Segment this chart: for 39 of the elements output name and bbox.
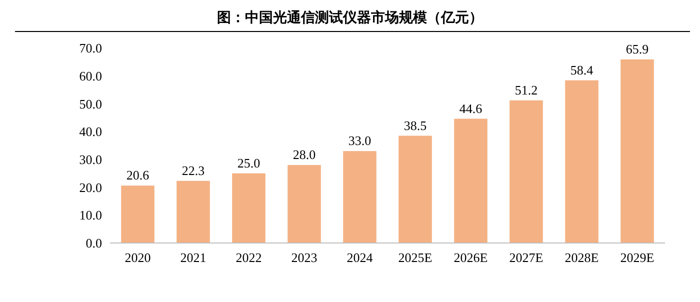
- x-tick-label: 2027E: [509, 250, 544, 265]
- data-label: 38.5: [404, 118, 427, 133]
- data-label: 25.0: [237, 155, 260, 170]
- data-label: 44.6: [459, 100, 483, 116]
- bar: [343, 151, 376, 243]
- y-tick-label: 40.0: [79, 124, 102, 140]
- x-tick-label: 2020: [124, 250, 151, 265]
- x-tick-label: 2021: [180, 250, 206, 265]
- bar: [121, 186, 154, 243]
- y-tick-label: 10.0: [79, 208, 102, 223]
- data-label: 33.0: [348, 133, 372, 148]
- y-tick-label: 0.0: [86, 236, 102, 251]
- data-label: 28.0: [292, 147, 316, 162]
- x-tick-label: 2022: [236, 250, 262, 265]
- y-tick-label: 30.0: [79, 152, 102, 167]
- x-tick-label: 2028E: [564, 250, 599, 265]
- data-label: 22.3: [182, 162, 205, 178]
- data-label: 58.4: [570, 62, 594, 78]
- chart-title: 图：中国光通信测试仪器市场规模（亿元）: [217, 9, 483, 26]
- data-label: 65.9: [626, 41, 649, 56]
- bar: [565, 80, 598, 243]
- x-tick-label: 2025E: [398, 250, 432, 265]
- x-tick-label: 2023: [291, 250, 318, 265]
- data-label: 51.2: [514, 82, 538, 98]
- y-tick-label: 60.0: [79, 68, 102, 84]
- x-tick-label: 2029E: [620, 250, 654, 265]
- bar: [620, 59, 654, 243]
- y-tick-label: 50.0: [79, 96, 102, 112]
- y-tick-label: 70.0: [79, 40, 102, 56]
- data-label: 20.6: [126, 168, 150, 183]
- bar: [510, 100, 543, 243]
- bar: [454, 118, 488, 243]
- x-tick-label: 2024: [346, 250, 374, 265]
- x-tick-label: 2026E: [454, 250, 488, 265]
- bar: [176, 180, 210, 243]
- bar: [398, 136, 432, 243]
- y-tick-label: 20.0: [79, 180, 102, 195]
- bar: [232, 173, 266, 243]
- bar: [288, 165, 321, 243]
